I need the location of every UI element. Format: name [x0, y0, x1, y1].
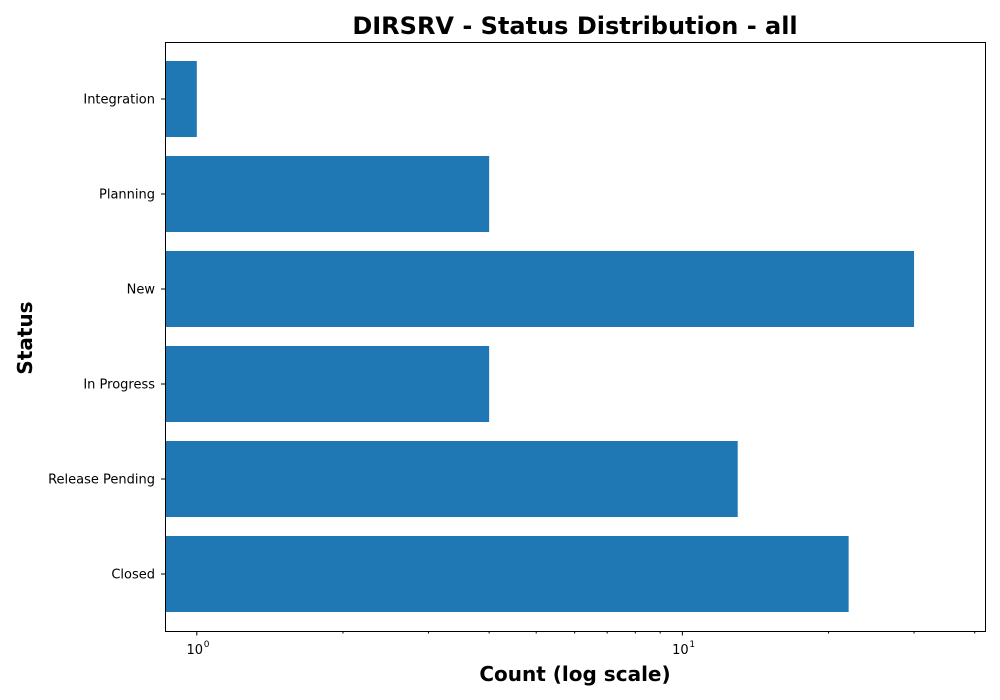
x-tick-label-0: 10 0 — [187, 640, 210, 658]
x-axis-label: Count (log scale) — [479, 662, 670, 686]
plot-frame — [165, 42, 986, 632]
x-tick-base: 10 — [672, 643, 689, 658]
y-tick-label-closed: Closed — [111, 568, 155, 583]
x-tick-exponent: 1 — [689, 640, 695, 650]
bar-new — [165, 251, 915, 327]
y-tick-label-new: New — [127, 283, 156, 298]
chart-title: DIRSRV - Status Distribution - all — [352, 12, 797, 40]
x-tick-label-1: 10 1 — [672, 640, 695, 658]
bar-closed — [165, 536, 849, 612]
y-axis-label: Status — [13, 301, 37, 374]
bar-integration — [165, 61, 197, 137]
y-tick-label-in-progress: In Progress — [83, 378, 155, 393]
bar-planning — [165, 156, 490, 232]
y-tick-label-planning: Planning — [99, 188, 155, 203]
x-tick-base: 10 — [187, 643, 204, 658]
y-tick-label-integration: Integration — [83, 93, 155, 108]
x-tick-exponent: 0 — [204, 640, 210, 650]
ticks-layer: Closed Release Pending In Progress New Plann… — [48, 93, 976, 658]
bar-in-progress — [165, 346, 490, 422]
bars-layer — [165, 61, 915, 612]
bar-release-pending — [165, 441, 738, 517]
y-tick-label-release-pending: Release Pending — [48, 473, 155, 488]
